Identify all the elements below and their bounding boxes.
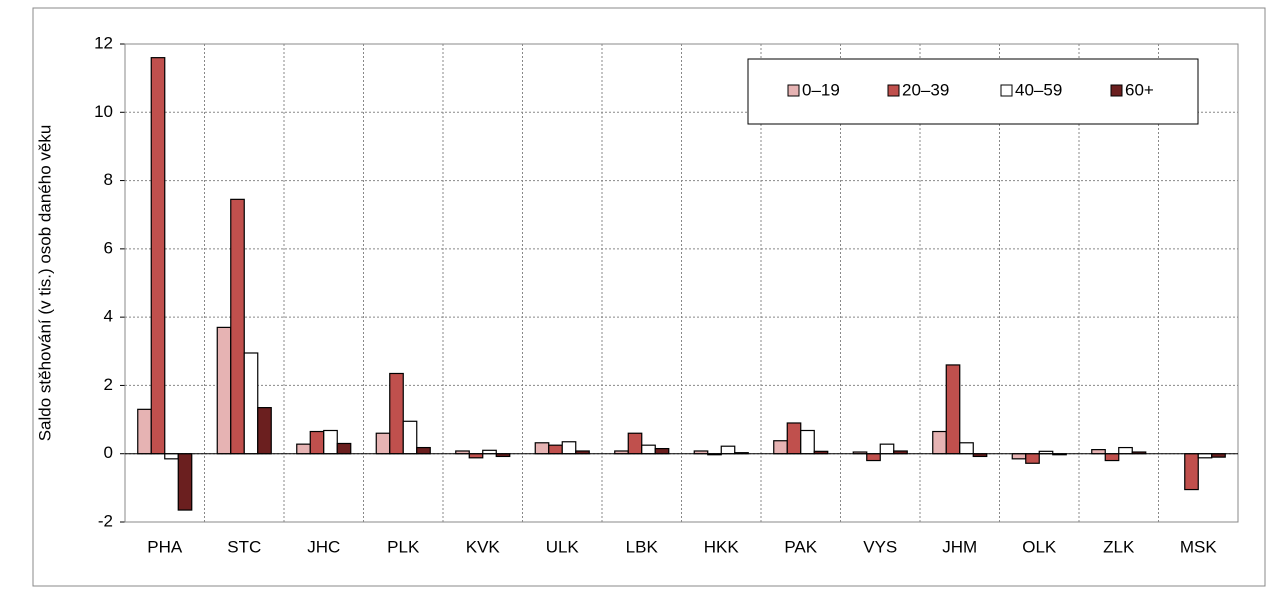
y-tick-label: 6 [104,238,113,257]
y-tick-label: -2 [98,511,113,530]
bar [627,432,643,455]
bar [534,442,550,455]
bar [720,445,736,455]
x-tick-label: HKK [704,537,740,556]
bar [561,441,577,455]
legend-box [747,58,1199,125]
bar [1025,453,1040,464]
bar [216,326,232,455]
bar [150,57,166,455]
legend-swatch [1110,84,1123,97]
bar [786,422,802,455]
legend-label: 20–39 [902,80,949,99]
bar [468,453,484,459]
plot-border [124,43,1239,523]
bar [243,352,259,455]
bar [177,453,193,511]
x-tick-label: ZLK [1103,537,1135,556]
bar [375,432,391,455]
bar [773,440,788,455]
bar [945,364,961,455]
x-tick-label: PAK [784,537,817,556]
bar [164,453,179,460]
bar [137,408,152,455]
bar [1184,453,1199,491]
legend-label: 60+ [1125,80,1154,99]
bar [654,447,670,455]
x-tick-label: MSK [1180,537,1218,556]
bar [257,407,272,455]
x-tick-label: KVK [466,537,501,556]
bar [1197,453,1213,459]
bar [482,449,497,455]
bar [1118,446,1133,455]
legend-swatch [887,84,900,97]
x-tick-label: VYS [863,537,897,556]
y-tick-label: 12 [94,33,113,52]
x-tick-label: JHM [942,537,977,556]
y-tick-label: 0 [104,443,113,462]
legend-swatch [787,84,800,97]
legend-label: 0–19 [802,80,840,99]
legend-label: 40–59 [1015,80,1062,99]
bar [932,430,947,455]
y-tick-label: 4 [104,307,113,326]
bar [1091,449,1106,455]
bar [402,420,418,455]
bar [336,442,352,455]
bar [959,442,974,455]
bar [416,446,431,455]
y-tick-label: 10 [94,102,113,121]
x-tick-label: PLK [387,537,420,556]
bar [309,430,325,455]
x-tick-label: PHA [147,537,183,556]
bar [548,444,563,455]
bar [641,444,656,455]
bar [1104,453,1120,462]
x-tick-label: LBK [626,537,659,556]
x-tick-label: ULK [546,537,580,556]
y-tick-label: 8 [104,170,113,189]
bar [323,429,338,455]
y-tick-label: 2 [104,375,113,394]
bar [800,429,815,455]
bar [389,372,404,455]
x-tick-label: JHC [307,537,340,556]
bar [866,453,881,462]
x-tick-label: OLK [1022,537,1057,556]
bar [1011,453,1027,460]
bar [296,443,311,455]
y-axis-label: Saldo stěhování (v tis.) osob daného věk… [35,125,54,442]
legend-swatch [1000,84,1013,97]
bar [230,198,245,455]
bar [879,443,895,455]
x-tick-label: STC [227,537,261,556]
bar [1211,453,1226,458]
